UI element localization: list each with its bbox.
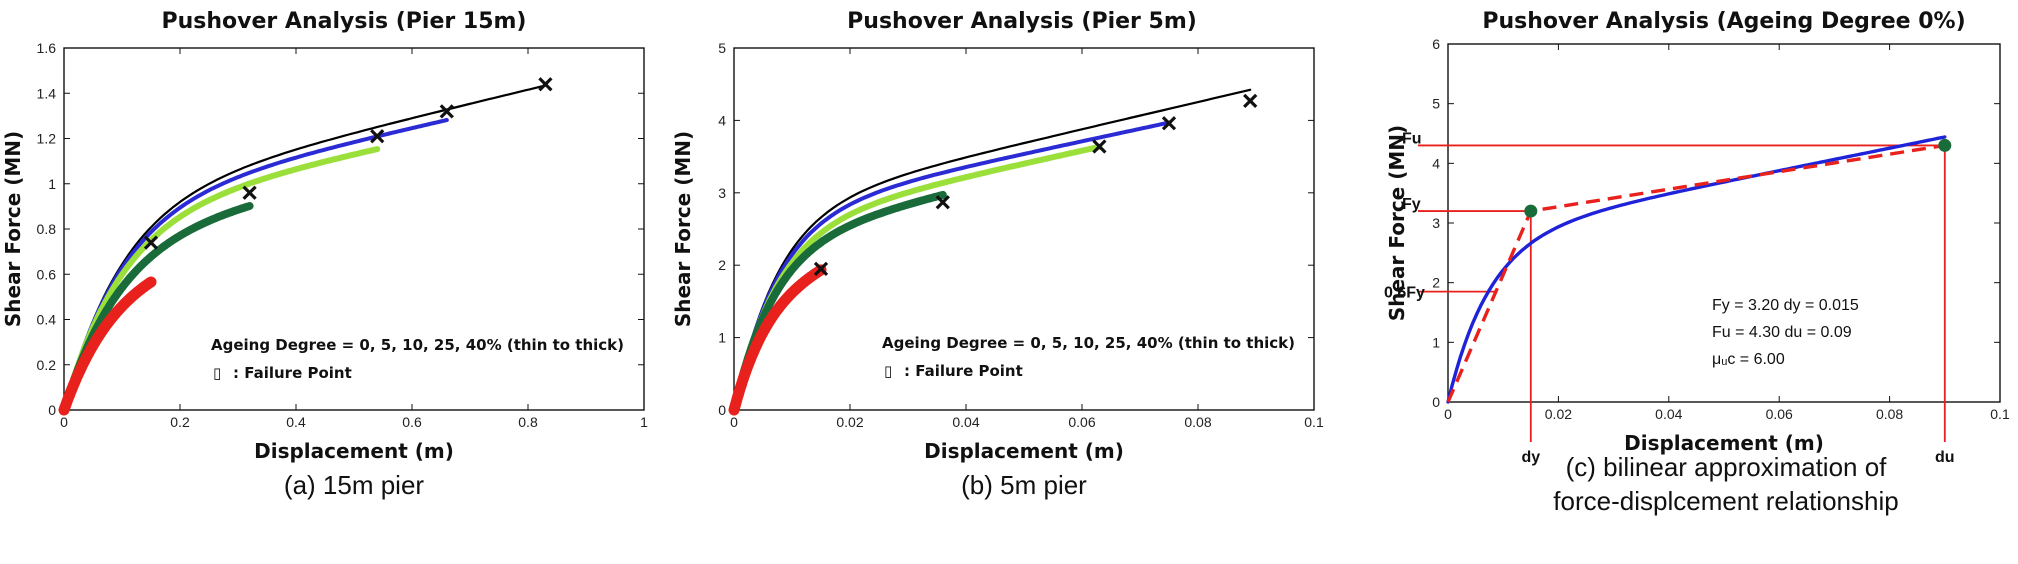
failure-point-marker [1243,93,1258,108]
failure-point-marker [242,185,257,200]
panel-caption: (a) 15m pier [284,470,424,500]
series-line-4 [730,190,947,414]
label-0.6fy: 0.6Fy [1384,285,1425,302]
x-axis-label: Displacement (m) [254,439,454,463]
x-tick-label: 0.6 [402,414,422,430]
failure-point-marker [439,104,454,119]
y-tick-label: 3 [718,185,726,201]
y-tick-label: 3 [1432,215,1440,231]
y-tick-label: 4 [1432,155,1440,171]
y-tick-label: 0.4 [37,312,57,328]
series-line-2 [732,120,1171,412]
x-tick-label: 0.06 [1068,414,1095,430]
x-tick-label: 0 [1444,406,1452,422]
panel-caption: (b) 5m pier [961,470,1087,500]
label-fu: Fu [1402,130,1422,147]
x-tick-label: 0.08 [1184,414,1211,430]
y-tick-label: 1.6 [37,40,57,56]
x-tick-label: 0.1 [1304,414,1324,430]
y-tick-label: 0 [48,402,56,418]
legend-failure-text: : Failure Point [233,364,352,382]
y-tick-label: 1 [1432,334,1440,350]
chart-panel-1: Pushover Analysis (Pier 15m) 0 0.2 0.4 0.6 0.… [1,9,648,500]
legend-ageing-note: Ageing Degree = 0, 5, 10, 25, 40% (thin … [882,334,1295,352]
series-line-3 [61,146,381,413]
series-line-1 [62,84,547,412]
y-tick-label: 1 [48,176,56,192]
legend-failure-symbol: ▯ [884,362,892,380]
series-line-5 [58,276,157,416]
y-tick-label: 0 [1432,394,1440,410]
failure-point-marker [813,261,829,276]
failure-point-marker [370,129,385,144]
y-axis-label: Shear Force (MN) [1385,125,1409,321]
series-line-4 [60,202,254,414]
ultimate-point [1938,138,1952,152]
capacity-curve [1446,135,1947,404]
chart-title: Pushover Analysis (Ageing Degree 0%) [1482,9,1965,34]
x-tick-label: 0.2 [170,414,190,430]
y-tick-label: 2 [718,257,726,273]
x-axis-label: Displacement (m) [1624,431,1824,455]
y-tick-label: 1.4 [37,85,57,101]
chart-title: Pushover Analysis (Pier 15m) [162,9,527,34]
label-du: du [1935,449,1955,466]
chart-title: Pushover Analysis (Pier 5m) [847,9,1197,34]
params-line-fy-dy: Fy = 3.20 dy = 0.015 [1712,297,1859,314]
panel-caption-line-1: (c) bilinear approximation of [1566,452,1888,482]
panel-caption-line-2: force-displcement relationship [1553,486,1898,516]
label-dy: dy [1521,449,1540,466]
label-fy: Fy [1402,196,1421,213]
y-axis-label: Shear Force (MN) [1,131,25,327]
y-tick-label: 1 [718,330,726,346]
x-tick-label: 0.8 [518,414,538,430]
x-axis-label: Displacement (m) [924,439,1124,463]
x-tick-label: 0.4 [286,414,306,430]
params-line-fu-du: Fu = 4.30 du = 0.09 [1712,324,1852,341]
failure-point-marker [538,77,553,92]
series-line-3 [731,143,1103,413]
bilinear-approximation-line [1446,143,1946,403]
chart-panel-2: Pushover Analysis (Pier 5m) 0 0.02 0.04 0.06… [671,9,1324,500]
x-tick-label: 0.1 [1990,406,2010,422]
y-tick-label: 0.6 [37,266,57,282]
failure-point-marker [935,195,950,210]
legend-failure-symbol: ▯ [213,364,221,382]
chart-panel-3: Pushover Analysis (Ageing Degree 0%) 0 0.0… [1384,9,2010,516]
yield-point [1524,204,1538,218]
series-line-1 [732,88,1252,412]
y-tick-label: 1.2 [37,131,57,147]
failure-point-marker [1092,139,1107,154]
y-tick-label: 0.2 [37,357,57,373]
failure-point-marker [1161,116,1177,131]
series-line-5 [728,264,827,416]
x-tick-label: 1 [640,414,648,430]
legend-ageing-note: Ageing Degree = 0, 5, 10, 25, 40% (thin … [211,336,624,354]
x-tick-label: 0.02 [1545,406,1572,422]
x-tick-label: 0.04 [1655,406,1682,422]
series-line-2 [62,118,449,412]
y-tick-label: 5 [1432,96,1440,112]
x-tick-label: 0.06 [1766,406,1793,422]
y-axis-label: Shear Force (MN) [671,131,695,327]
params-line-mu: μᵤc = 6.00 [1712,351,1785,368]
y-tick-label: 6 [1432,36,1440,52]
x-tick-label: 0 [730,414,738,430]
x-tick-label: 0 [60,414,68,430]
x-tick-label: 0.04 [952,414,979,430]
plot-frame [733,47,1315,411]
x-tick-label: 0.08 [1876,406,1903,422]
y-tick-label: 0 [718,402,726,418]
y-tick-label: 4 [718,112,726,128]
y-tick-label: 0.8 [37,221,57,237]
y-tick-label: 5 [718,40,726,56]
failure-point-marker [143,235,159,250]
plot-frame [63,47,645,411]
legend-failure-text: : Failure Point [904,362,1023,380]
y-tick-label: 2 [1432,275,1440,291]
x-tick-label: 0.02 [836,414,863,430]
